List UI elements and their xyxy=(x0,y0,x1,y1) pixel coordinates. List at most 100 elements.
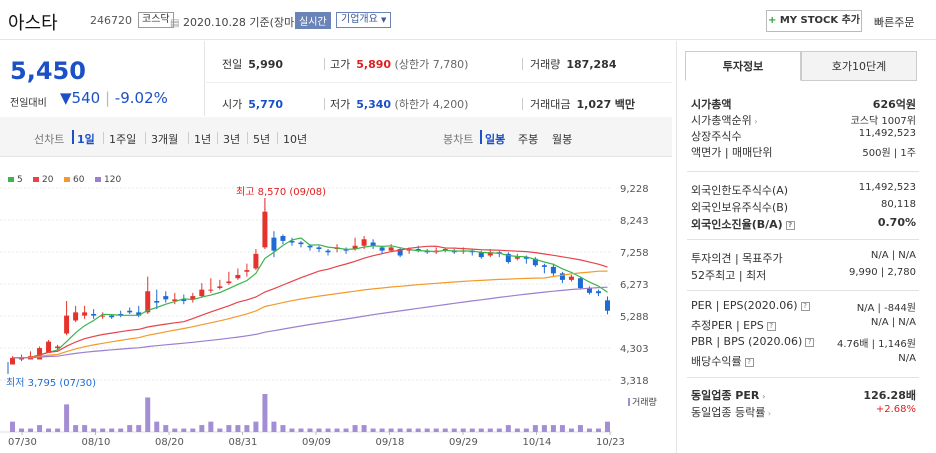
help-icon[interactable]: ? xyxy=(785,220,795,230)
volume-bar xyxy=(352,425,358,432)
volume-bar xyxy=(109,428,115,432)
market-cap-label: 시가총액순위 › xyxy=(691,114,758,127)
change-value: ▼540 | -9.02% xyxy=(60,89,168,107)
industry-value: 126.28배 xyxy=(863,389,916,402)
foreign-label: 외국인소진율(B/A)? xyxy=(691,216,795,232)
help-icon[interactable]: ? xyxy=(766,321,776,331)
volume-bar xyxy=(289,428,295,432)
candle-body xyxy=(307,245,313,248)
candle-body xyxy=(352,245,358,250)
candle-body xyxy=(604,300,610,311)
candle-body xyxy=(478,252,484,258)
candle-body xyxy=(154,300,160,303)
candle-body xyxy=(559,273,565,280)
x-tick-label: 10/14 xyxy=(523,437,552,448)
candle-body xyxy=(127,310,133,313)
amount-label: 거래대금 xyxy=(530,98,571,111)
volume-bar xyxy=(532,425,538,432)
tab-investment-info[interactable]: 투자정보 xyxy=(685,51,801,81)
help-icon[interactable]: ? xyxy=(805,337,815,347)
volume-bar xyxy=(523,428,529,432)
legend-label: 60 xyxy=(73,175,85,185)
candle-type-2[interactable]: 월봉 xyxy=(552,133,573,146)
period-4[interactable]: 3년 xyxy=(223,133,241,146)
volume-bar xyxy=(172,428,178,432)
high-price: 고가 5,890 (상한가 7,780) xyxy=(330,56,468,72)
candle-body xyxy=(190,296,196,300)
volume-label: 거래량 xyxy=(530,58,561,71)
company-info-button[interactable]: 기업개요 ▼ xyxy=(336,12,392,28)
amount-value: 1,027 xyxy=(576,98,612,111)
volume-bar xyxy=(442,428,448,432)
volume-bar xyxy=(478,428,484,432)
candle-body xyxy=(280,236,286,241)
legend-swatch xyxy=(64,177,70,182)
volume-bar xyxy=(514,428,520,432)
market-cap-value: 626억원 xyxy=(872,98,916,111)
volume-bar xyxy=(325,428,331,432)
candle-body xyxy=(73,312,79,321)
candle-body xyxy=(523,257,529,259)
period-5[interactable]: 5년 xyxy=(253,133,271,146)
y-tick-label: 7,258 xyxy=(620,248,649,259)
divider xyxy=(522,98,523,110)
volume-bar xyxy=(64,404,70,432)
candle-body xyxy=(532,258,538,266)
volume-bar xyxy=(424,428,430,432)
volume-bar xyxy=(334,428,340,432)
volume-bar xyxy=(145,397,151,432)
period-3[interactable]: 1년 xyxy=(194,133,212,146)
valuation-label: 추정PER | EPS? xyxy=(691,317,776,333)
volume-bar xyxy=(487,428,493,432)
help-icon[interactable]: ? xyxy=(800,301,810,311)
candle-body xyxy=(514,257,520,259)
period-1[interactable]: 1주일 xyxy=(109,133,137,146)
candle-body xyxy=(10,357,16,365)
volume-bar xyxy=(199,425,205,432)
industry-label: 동일업종 등락률 › xyxy=(691,406,772,419)
period-6[interactable]: 10년 xyxy=(283,133,308,146)
candle-body xyxy=(550,266,556,274)
mystock-add-button[interactable]: + MY STOCK 추가 xyxy=(766,10,862,32)
low-annotation: 최저 3,795 (07/30) xyxy=(6,377,96,389)
volume-bar xyxy=(217,428,223,432)
divider xyxy=(145,132,146,144)
candle-type-0[interactable]: 일봉 xyxy=(479,130,506,146)
investment-info-panel: 투자정보 호가10단계 시가총액 626억원 시가총액순위 › 코스닥 1007위 상장… xyxy=(676,41,936,453)
candle-body xyxy=(136,312,142,316)
candle-body xyxy=(577,278,583,288)
foreign-label: 외국인보유주식수(B) xyxy=(691,201,789,214)
candle-body xyxy=(262,211,268,248)
candle-body xyxy=(109,315,115,318)
fast-order-button[interactable]: 빠른주문 xyxy=(874,16,915,29)
divider xyxy=(217,132,218,144)
candle-body xyxy=(505,253,511,263)
foreign-label: 외국인한도주식수(A) xyxy=(691,184,789,197)
volume-bar xyxy=(118,428,124,432)
volume-bar xyxy=(550,425,556,432)
stock-chart[interactable]: 5 20 60 120 9,228 8,243 7,258 6,273 5,288 4,303 3,… xyxy=(0,158,672,453)
live-button[interactable]: 실시간 xyxy=(295,12,331,29)
volume-bar xyxy=(469,428,475,432)
candle-body xyxy=(568,276,574,280)
moving-average-line xyxy=(12,245,608,359)
candle-type-1[interactable]: 주봉 xyxy=(518,133,539,146)
volume: 거래량 187,284 xyxy=(530,56,616,72)
y-tick-label: 9,228 xyxy=(620,184,649,195)
opinion-value: N/A | N/A xyxy=(870,250,916,261)
tab-order-book[interactable]: 호가10단계 xyxy=(801,51,917,81)
volume-bar xyxy=(397,428,403,432)
candle-body xyxy=(271,237,277,251)
volume-bar xyxy=(82,425,88,432)
help-icon[interactable]: ? xyxy=(744,357,754,367)
period-0[interactable]: 1일 xyxy=(72,130,95,146)
high-value: 5,890 xyxy=(356,58,392,71)
volume-bar xyxy=(406,428,412,432)
line-chart-label: 선차트 xyxy=(34,133,65,146)
valuation-label: PER | EPS(2020.06)? xyxy=(691,299,810,312)
candle-body xyxy=(82,312,88,316)
moving-average-line xyxy=(12,237,608,359)
period-2[interactable]: 3개월 xyxy=(151,133,179,146)
volume-bar xyxy=(505,425,511,432)
volume-bar xyxy=(127,425,133,432)
